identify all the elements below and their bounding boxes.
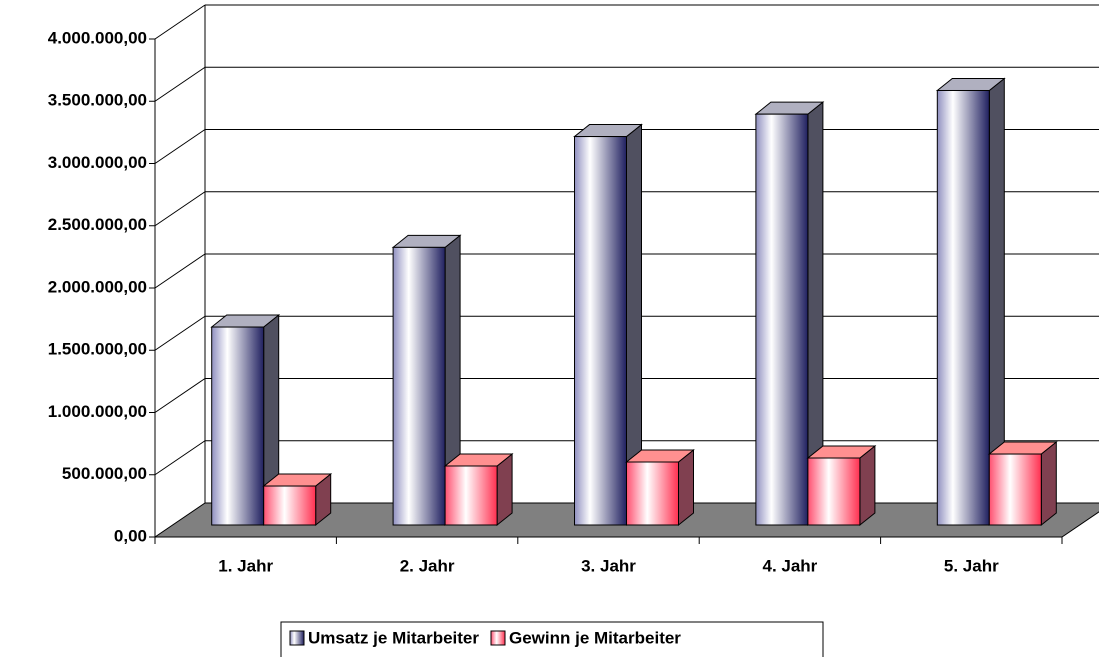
y-tick-label: 2.500.000,00 [48, 215, 147, 234]
bar [935, 77, 1006, 527]
bar-front [936, 89, 990, 526]
y-tick-label: 4.000.000,00 [48, 28, 147, 47]
x-tick-label: 1. Jahr [218, 556, 273, 575]
legend: Umsatz je Mitarbeiter Gewinn je Mitarbeit… [280, 621, 824, 657]
y-tick-label: 3.500.000,00 [48, 91, 147, 110]
y-tick-label: 1.000.000,00 [48, 402, 147, 421]
bar-front [392, 246, 446, 526]
legend-swatch [490, 630, 506, 646]
bar-front [626, 461, 679, 526]
grid-line [154, 191, 206, 227]
bar-front [574, 136, 627, 526]
bar [391, 234, 462, 527]
grid-line [154, 440, 206, 476]
grid-line [154, 253, 206, 289]
y-tick-label: 1.500.000,00 [48, 340, 147, 359]
y-tick-label: 0,00 [114, 526, 147, 545]
grid-line [154, 129, 206, 164]
bar [262, 472, 333, 527]
bar [754, 101, 825, 527]
x-tick-label: 5. Jahr [944, 556, 999, 575]
bar-side [859, 444, 876, 527]
bar-front [444, 465, 498, 526]
y-tick-label: 500.000,00 [62, 464, 147, 483]
bar-side [1040, 440, 1057, 527]
x-tick-label: 3. Jahr [581, 556, 636, 575]
legend-label: Umsatz je Mitarbeiter [308, 628, 479, 647]
bar-front [807, 457, 861, 526]
bar-front [755, 113, 809, 526]
bar [625, 448, 695, 527]
y-tick-label: 2.000.000,00 [48, 277, 147, 296]
bar [987, 440, 1058, 527]
legend-swatch [289, 630, 305, 646]
grid-line [154, 378, 206, 413]
legend-label: Gewinn je Mitarbeiter [509, 628, 681, 647]
bar [573, 123, 643, 527]
bar [806, 444, 877, 527]
grid-line [154, 66, 206, 102]
x-tick-label: 4. Jahr [762, 556, 817, 575]
x-tick-label: 2. Jahr [400, 556, 455, 575]
bar-side [678, 448, 694, 527]
bar-front [211, 326, 265, 526]
grid-line [154, 315, 206, 351]
bar-front [988, 453, 1042, 526]
legend-box [280, 621, 824, 657]
grid-line [154, 4, 206, 40]
bar-front [263, 485, 317, 526]
bar [443, 452, 514, 527]
y-tick-label: 3.000.000,00 [48, 153, 147, 172]
